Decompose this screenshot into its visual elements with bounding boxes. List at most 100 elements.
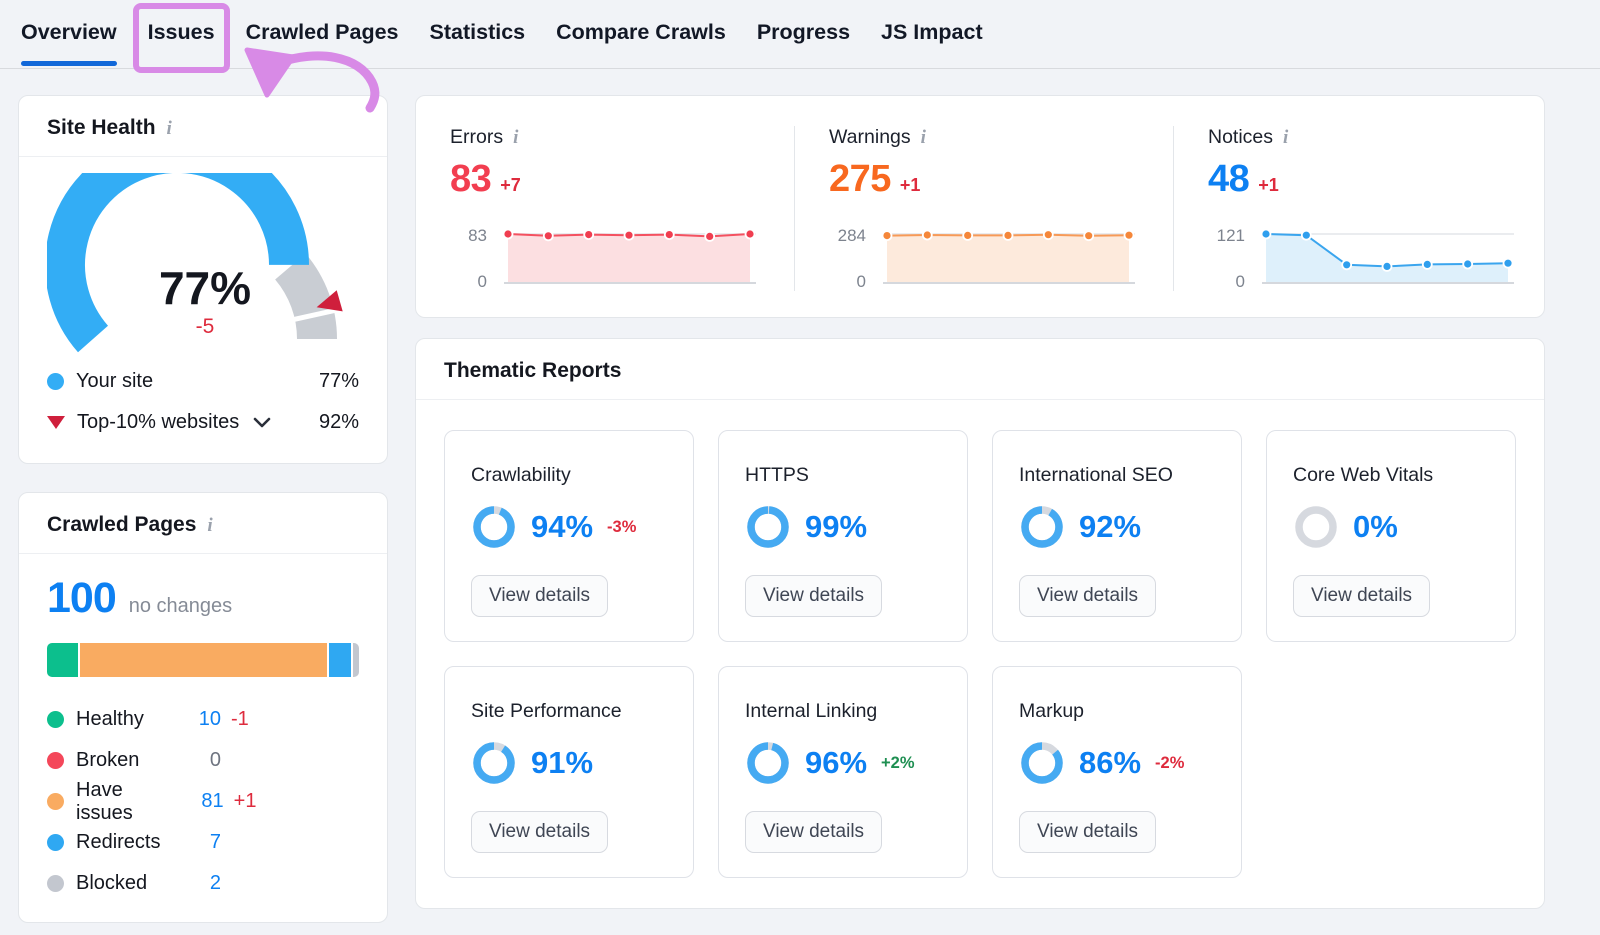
legend-value: 7: [209, 831, 221, 853]
crawled-total-row: 100 no changes: [47, 574, 359, 623]
legend-label: Redirects: [76, 831, 161, 853]
info-icon[interactable]: i: [207, 514, 213, 536]
thematic-card-crawlability: Crawlability 94% -3% View details: [444, 430, 694, 642]
thematic-reports-grid: Crawlability 94% -3% View details HTTPS 99% Vi…: [416, 400, 1544, 908]
stat-sparkline: 83 0: [450, 225, 760, 291]
bar-segment-healthy: [47, 643, 78, 677]
thematic-score-row: 86% -2%: [1019, 740, 1215, 786]
axis-max-label: 83: [468, 226, 487, 245]
stat-title-label: Errors: [450, 126, 504, 148]
stat-title: Warnings i: [829, 126, 1139, 149]
thematic-score-row: 94% -3%: [471, 504, 667, 550]
stat-title-label: Notices: [1208, 126, 1274, 148]
info-icon[interactable]: i: [1283, 127, 1289, 148]
site-health-gauge-chart: 77% -5: [47, 173, 359, 355]
stat-warnings: Warnings i 275 +1 284 0: [794, 126, 1173, 291]
stat-errors: Errors i 83 +7 83 0: [416, 126, 794, 291]
legend-value: 0: [209, 749, 221, 771]
bar-segment-have-issues: [79, 643, 328, 677]
benchmark-marker-icon: [316, 290, 343, 312]
tab-js-impact[interactable]: JS Impact: [881, 20, 983, 44]
legend-label: Broken: [76, 749, 140, 771]
thematic-card-https: HTTPS 99% View details: [718, 430, 968, 642]
site-dot-icon: [47, 373, 64, 390]
axis-min-label: 0: [856, 272, 866, 291]
notices-sparkline: [1260, 228, 1514, 284]
status-dot-icon: [47, 752, 64, 769]
crawled-total-note: no changes: [128, 595, 233, 617]
thematic-card-title: Site Performance: [471, 700, 622, 722]
warnings-sparkline: [881, 229, 1135, 284]
status-dot-icon: [47, 875, 64, 892]
panel-title: Site Health: [47, 116, 156, 139]
tab-overview[interactable]: Overview: [21, 20, 117, 69]
stat-title: Notices i: [1208, 126, 1518, 149]
tab-issues[interactable]: Issues: [132, 3, 230, 73]
gauge-delta: -5: [196, 315, 215, 338]
thematic-card-title: Core Web Vitals: [1293, 464, 1434, 486]
axis-min-label: 0: [477, 272, 487, 291]
tab-crawled-pages[interactable]: Crawled Pages: [245, 20, 399, 44]
bar-segment-redirects: [329, 643, 351, 677]
sparkline-axis: 83 0: [450, 225, 498, 291]
stat-value: 83: [450, 158, 492, 200]
chevron-down-icon[interactable]: [253, 417, 271, 429]
view-details-button[interactable]: View details: [471, 811, 609, 853]
crawled-pages-stacked-bar: [47, 643, 359, 677]
site-health-panel: Site Health i 77% -5 Your site 77% Top-10% …: [18, 95, 388, 464]
right-column: Errors i 83 +7 83 0 Warnings i 275 +1 284 0 Notices i…: [415, 95, 1545, 923]
stat-number-row: 275 +1: [829, 158, 1139, 201]
thematic-score-delta: -2%: [1155, 753, 1185, 772]
info-icon[interactable]: i: [920, 127, 926, 148]
stat-notices: Notices i 48 +1 121 0: [1173, 126, 1552, 291]
legend-value: 2: [209, 872, 221, 894]
stat-delta: +1: [1258, 175, 1279, 195]
sparkline-axis: 121 0: [1208, 225, 1256, 291]
info-icon[interactable]: i: [513, 127, 519, 148]
thematic-card-title: Markup: [1019, 700, 1085, 722]
bar-segment-blocked: [352, 643, 359, 677]
thematic-score-value: 91%: [531, 745, 594, 780]
gauge-score: 77%: [159, 262, 251, 314]
markup-donut: [1021, 742, 1063, 784]
view-details-button[interactable]: View details: [1019, 575, 1157, 617]
axis-min-label: 0: [1235, 272, 1245, 291]
legend-label: Healthy: [76, 708, 144, 730]
axis-max-label: 121: [1216, 226, 1245, 245]
status-dot-icon: [47, 711, 64, 728]
info-icon[interactable]: i: [166, 117, 172, 139]
tab-progress[interactable]: Progress: [756, 20, 851, 44]
legend-item-blocked: Blocked 2: [47, 863, 359, 904]
panel-title: Thematic Reports: [444, 359, 622, 382]
thematic-score-delta: +2%: [881, 753, 915, 772]
tab-bar: Overview Issues Crawled Pages Statistics Com…: [0, 0, 1600, 73]
errors-sparkline: [502, 228, 756, 284]
view-details-button[interactable]: View details: [1293, 575, 1431, 617]
thematic-score-row: 96% +2%: [745, 740, 941, 786]
main-content: Site Health i 77% -5 Your site 77% Top-10% …: [0, 69, 1600, 923]
international-seo-donut: [1021, 506, 1063, 548]
view-details-button[interactable]: View details: [471, 575, 609, 617]
crawlability-donut: [473, 506, 515, 548]
thematic-card-core-web-vitals: Core Web Vitals 0% View details: [1266, 430, 1516, 642]
tab-statistics[interactable]: Statistics: [429, 20, 526, 44]
stat-title-label: Warnings: [829, 126, 911, 148]
legend-item-have-issues: Have issues 81 +1: [47, 779, 359, 824]
tab-compare-crawls[interactable]: Compare Crawls: [556, 20, 726, 44]
thematic-score-row: 99%: [745, 504, 941, 550]
crawled-total-value: 100: [47, 574, 117, 622]
panel-title: Crawled Pages: [47, 513, 197, 536]
axis-max-label: 284: [837, 226, 866, 245]
thematic-card-site-performance: Site Performance 91% View details: [444, 666, 694, 878]
legend-label: Top-10% websites: [77, 411, 240, 433]
view-details-button[interactable]: View details: [745, 811, 883, 853]
view-details-button[interactable]: View details: [1019, 811, 1157, 853]
stat-number-row: 83 +7: [450, 158, 760, 201]
stat-value: 48: [1208, 158, 1250, 200]
core-web-vitals-donut: [1295, 506, 1337, 548]
site-health-legend: Your site 77% Top-10% websites 92%: [47, 361, 359, 443]
view-details-button[interactable]: View details: [745, 575, 883, 617]
legend-item-redirects: Redirects 7: [47, 822, 359, 863]
thematic-card-markup: Markup 86% -2% View details: [992, 666, 1242, 878]
thematic-score-row: 91%: [471, 740, 667, 786]
